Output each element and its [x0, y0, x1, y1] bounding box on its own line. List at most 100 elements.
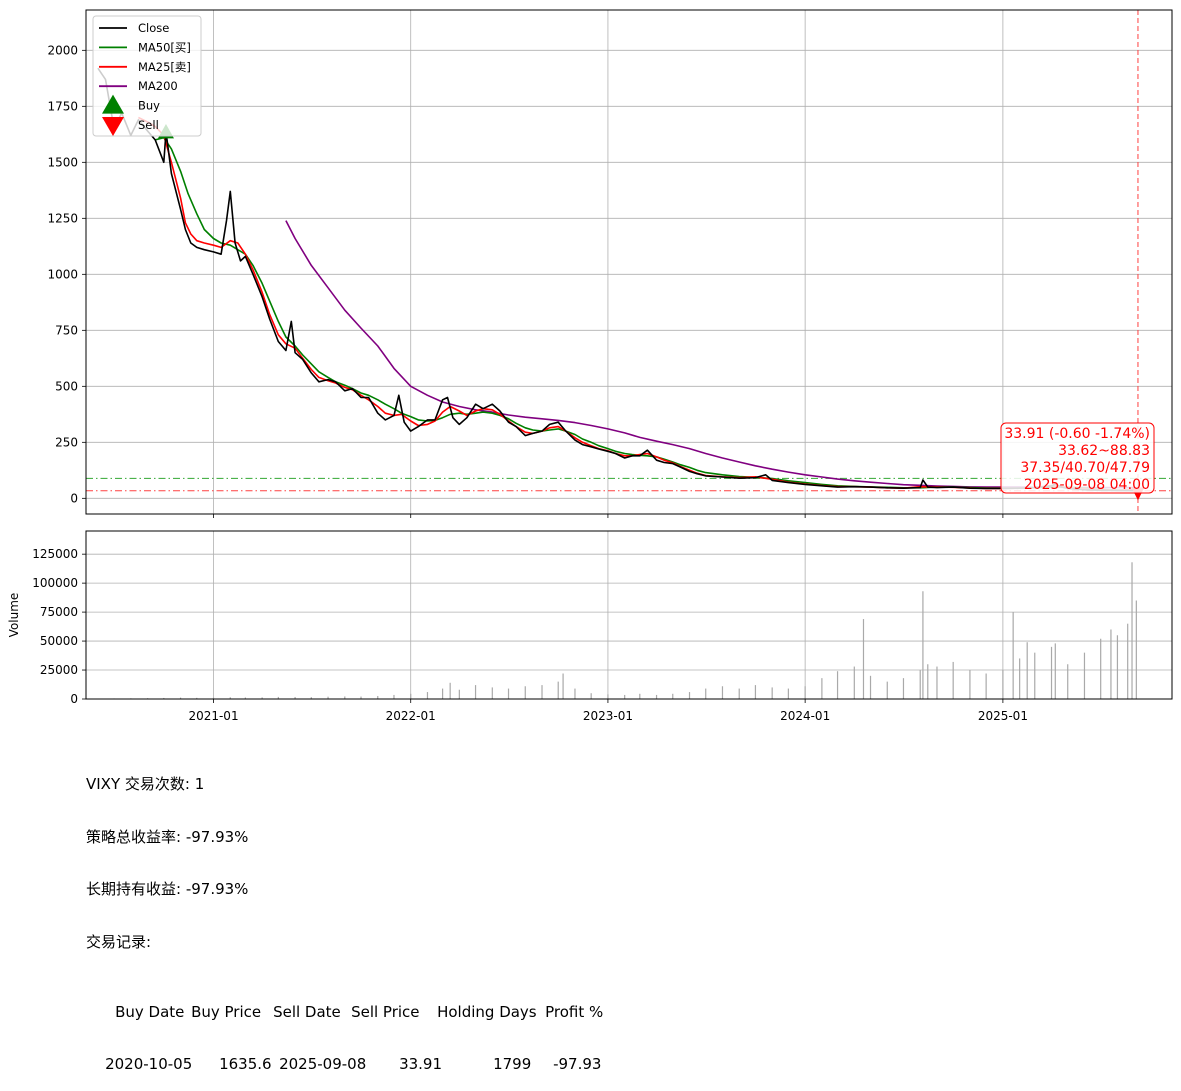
annotation-line: 37.35/40.70/47.79: [1020, 460, 1150, 476]
volume-bar: [508, 689, 509, 699]
volume-bar: [920, 670, 921, 699]
header-sell-price: Sell Price: [351, 1004, 437, 1022]
volume-bar: [1019, 658, 1020, 699]
cell-buy-price: 1635.6: [219, 1056, 279, 1074]
chart-figure: 0 250 500 750 1000 1250 1500 1750 2000 0 25000 5000…: [0, 0, 1181, 863]
volume-bar: [1136, 601, 1137, 699]
volume-xtick-label: 2021-01: [188, 709, 238, 723]
legend-label: Sell: [138, 118, 159, 132]
volume-ytick-label: 50000: [40, 634, 78, 648]
volume-bar: [562, 674, 563, 699]
volume-bar: [1055, 643, 1056, 699]
cell-sell-price: 33.91: [399, 1056, 493, 1074]
volume-ytick-label: 25000: [40, 663, 78, 677]
volume-bar: [639, 694, 640, 699]
header-profit: Profit %: [545, 1004, 603, 1022]
volume-bar: [922, 591, 923, 699]
volume-bar: [805, 686, 806, 699]
volume-bar: [492, 687, 493, 699]
volume-bar: [722, 686, 723, 699]
volume-bar: [927, 664, 928, 699]
volume-bar: [459, 690, 460, 699]
volume-bar: [1051, 647, 1052, 699]
volume-ytick-label: 125000: [32, 547, 78, 561]
volume-bar: [1110, 629, 1111, 699]
volume-bar: [1084, 653, 1085, 699]
price-ytick-label: 1000: [47, 267, 78, 281]
volume-ytick-label: 100000: [32, 576, 78, 590]
volume-bar: [442, 689, 443, 699]
volume-bar: [1117, 635, 1118, 699]
volume-bar: [903, 678, 904, 699]
volume-bar: [772, 687, 773, 699]
volume-bar: [624, 695, 625, 699]
price-ytick-label: 1750: [47, 99, 78, 113]
volume-bar: [969, 670, 970, 699]
price-annotation: 33.91 (-0.60 -1.74%)33.62~88.8337.35/40.…: [1001, 423, 1154, 493]
volume-bar: [854, 667, 855, 699]
volume-ytick-label: 75000: [40, 605, 78, 619]
volume-bar: [936, 667, 937, 699]
cell-holding-days: 1799: [493, 1056, 553, 1074]
trade-records-label: 交易记录:: [86, 934, 603, 952]
price-ytick-label: 500: [55, 379, 78, 393]
volume-bar: [739, 689, 740, 699]
volume-bar: [427, 692, 428, 699]
volume-bar: [574, 689, 575, 699]
volume-bar: [656, 695, 657, 699]
trade-count-line: VIXY 交易次数: 1: [86, 776, 603, 794]
cell-buy-date: 2020-10-05: [105, 1056, 219, 1074]
price-ytick-label: 2000: [47, 43, 78, 57]
header-sell-date: Sell Date: [273, 1004, 351, 1022]
volume-bar: [450, 683, 451, 699]
volume-bar: [393, 695, 394, 699]
backtest-summary: VIXY 交易次数: 1 策略总收益率: -97.93% 长期持有收益: -97…: [86, 741, 603, 1074]
volume-bar: [525, 686, 526, 699]
legend-label: Buy: [138, 99, 160, 113]
price-ytick-label: 750: [55, 323, 78, 337]
volume-bar: [1127, 624, 1128, 699]
volume-bar: [1002, 670, 1003, 699]
price-ytick-label: 250: [55, 435, 78, 449]
volume-bar: [863, 619, 864, 699]
volume-xtick-label: 2025-01: [978, 709, 1028, 723]
legend-label: MA50[买]: [138, 40, 191, 54]
volume-bar: [953, 662, 954, 699]
volume-bar: [475, 685, 476, 699]
volume-bar: [672, 694, 673, 699]
hold-return-line: 长期持有收益: -97.93%: [86, 881, 603, 899]
volume-bar: [705, 689, 706, 699]
volume-bar: [986, 674, 987, 699]
volume-bar: [1027, 642, 1028, 699]
volume-bar: [1013, 612, 1014, 699]
volume-bar: [755, 685, 756, 699]
volume-bar: [607, 694, 608, 699]
volume-bar: [837, 671, 838, 699]
price-ytick-label: 1500: [47, 155, 78, 169]
volume-panel-background: [86, 531, 1172, 699]
volume-bar: [1034, 653, 1035, 699]
volume-xtick-label: 2023-01: [583, 709, 633, 723]
annotation-line: 33.91 (-0.60 -1.74%): [1004, 426, 1150, 442]
volume-bar: [821, 678, 822, 699]
volume-bar: [689, 692, 690, 699]
annotation-line: 2025-09-08 04:00: [1024, 477, 1150, 493]
volume-xtick-label: 2022-01: [386, 709, 436, 723]
volume-bar: [591, 693, 592, 699]
price-ytick-label: 1250: [47, 211, 78, 225]
price-ytick-label: 0: [70, 491, 78, 505]
legend-label: MA25[卖]: [138, 60, 191, 74]
volume-xtick-label: 2024-01: [780, 709, 830, 723]
header-buy-date: Buy Date: [115, 1004, 191, 1022]
volume-ytick-label: 0: [70, 692, 78, 706]
legend-label: Close: [138, 21, 169, 35]
volume-axis-label: Volume: [7, 593, 21, 638]
cell-profit: -97.93: [553, 1056, 601, 1074]
header-buy-price: Buy Price: [191, 1004, 273, 1022]
volume-bar: [410, 694, 411, 699]
volume-bar: [870, 676, 871, 699]
volume-bar: [788, 689, 789, 699]
volume-bar: [558, 682, 559, 699]
